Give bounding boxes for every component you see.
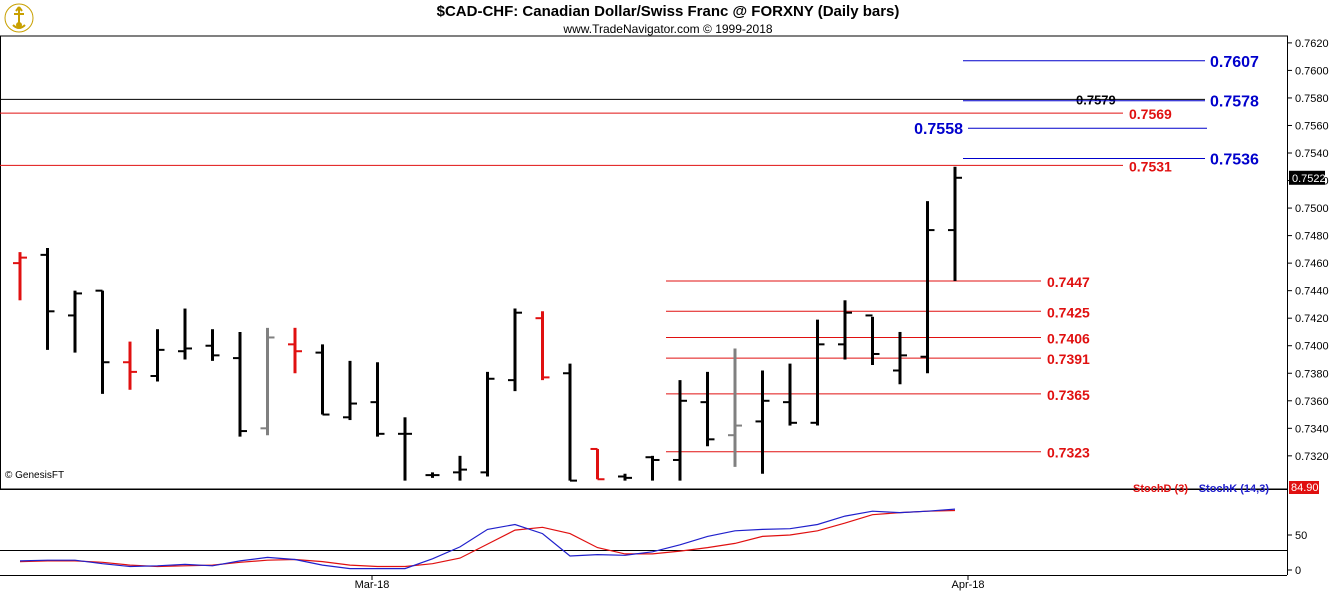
- x-tick-label: Apr-18: [951, 579, 984, 591]
- y-tick-label: 0.7400: [1295, 341, 1329, 353]
- y-tick-label: 0.7420: [1295, 313, 1329, 325]
- level-label: 0.7406: [1047, 330, 1090, 346]
- level-label: 0.7425: [1047, 304, 1090, 320]
- stoch-last-label: 84.90: [1291, 482, 1319, 494]
- stoch-series-line: [19, 509, 956, 568]
- y-tick-label: 0.7600: [1295, 65, 1329, 77]
- y-tick-label: 0.7500: [1295, 203, 1329, 215]
- level-label: 0.7579: [1076, 92, 1116, 107]
- last-price-label: 0.7522: [1292, 173, 1326, 185]
- y-tick-label: 0.7320: [1295, 451, 1329, 463]
- y-tick-label: 0.7540: [1295, 148, 1329, 160]
- chart-subtitle: www.TradeNavigator.com © 1999-2018: [563, 22, 773, 36]
- y-tick-label: 0.7440: [1295, 286, 1329, 298]
- stoch-y-tick-label: 50: [1295, 530, 1307, 542]
- chart-title: $CAD-CHF: Canadian Dollar/Swiss Franc @ …: [436, 3, 900, 20]
- y-tick-label: 0.7620: [1295, 38, 1329, 50]
- stoch-last-badge: [1289, 481, 1319, 494]
- y-tick-label: 0.7560: [1295, 120, 1329, 132]
- level-label: 0.7531: [1129, 158, 1172, 174]
- last-price-badge: [1289, 170, 1325, 185]
- stoch-y-tick-label: 0: [1295, 565, 1301, 577]
- y-tick-label: 0.7580: [1295, 93, 1329, 105]
- stochd-legend: StochD (3): [1133, 483, 1188, 495]
- x-tick-label: Mar-18: [355, 579, 390, 591]
- y-tick-label: 0.7380: [1295, 368, 1329, 380]
- level-label: 0.7323: [1047, 445, 1090, 461]
- level-label: 0.7536: [1210, 152, 1259, 169]
- watermark-text: © GenesisFT: [5, 470, 64, 481]
- level-label: 0.7607: [1210, 54, 1259, 71]
- level-label: 0.7569: [1129, 106, 1172, 122]
- level-label: 0.7365: [1047, 387, 1090, 403]
- y-tick-label: 0.7340: [1295, 423, 1329, 435]
- stoch-series-line: [19, 508, 956, 570]
- level-label: 0.7578: [1210, 94, 1259, 111]
- level-label: 0.7558: [914, 121, 963, 138]
- level-label: 0.7391: [1047, 351, 1090, 367]
- y-tick-label: 0.7460: [1295, 258, 1329, 270]
- trade-navigator-logo-icon: [4, 3, 34, 33]
- y-tick-label: 0.7360: [1295, 396, 1329, 408]
- stochk-legend: StochK (14,3): [1199, 483, 1270, 495]
- y-tick-label: 0.7480: [1295, 231, 1329, 243]
- level-label: 0.7447: [1047, 274, 1090, 290]
